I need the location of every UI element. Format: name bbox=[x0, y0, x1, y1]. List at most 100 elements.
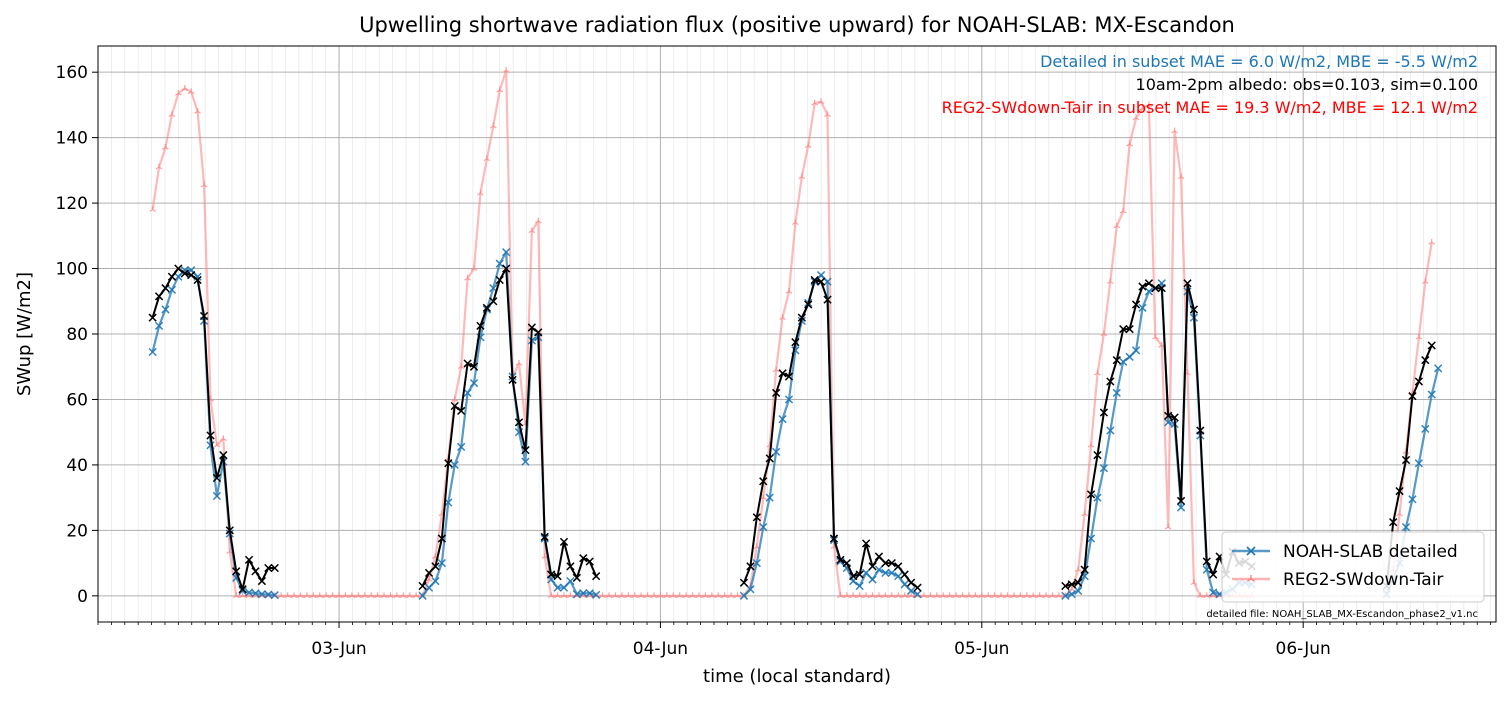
data-point bbox=[495, 259, 504, 268]
data-point bbox=[1414, 459, 1424, 468]
data-point bbox=[837, 592, 844, 599]
data-point bbox=[689, 592, 696, 599]
data-point bbox=[155, 163, 163, 170]
data-point bbox=[412, 592, 420, 599]
data-point bbox=[1125, 324, 1134, 334]
data-point bbox=[714, 592, 722, 599]
data-point bbox=[463, 388, 472, 398]
data-point bbox=[1144, 287, 1154, 296]
data-point bbox=[585, 557, 594, 566]
data-point bbox=[502, 248, 511, 257]
data-point bbox=[348, 592, 356, 599]
data-point bbox=[906, 586, 916, 596]
data-point bbox=[1010, 592, 1018, 599]
data-point bbox=[297, 592, 304, 599]
data-point bbox=[874, 552, 884, 561]
data-point bbox=[888, 592, 896, 599]
data-point bbox=[1086, 534, 1096, 543]
data-point bbox=[933, 592, 941, 599]
data-point bbox=[1125, 352, 1134, 362]
data-point bbox=[187, 88, 195, 95]
data-point bbox=[309, 592, 317, 599]
data-point bbox=[470, 265, 478, 271]
data-point bbox=[495, 275, 504, 285]
data-point bbox=[1139, 104, 1146, 111]
data-point bbox=[257, 576, 267, 586]
data-point bbox=[1151, 284, 1160, 293]
data-point bbox=[1164, 418, 1173, 427]
data-point bbox=[739, 591, 749, 600]
data-point bbox=[515, 359, 523, 366]
data-point bbox=[868, 575, 877, 584]
data-point bbox=[1157, 284, 1166, 293]
data-point bbox=[792, 219, 799, 225]
data-point bbox=[752, 513, 761, 522]
data-point bbox=[856, 592, 864, 599]
data-point bbox=[734, 592, 741, 599]
data-point bbox=[534, 328, 543, 337]
data-point bbox=[965, 592, 973, 599]
data-point bbox=[1202, 557, 1211, 566]
data-point bbox=[367, 592, 375, 599]
data-point bbox=[997, 592, 1005, 599]
data-point bbox=[585, 589, 594, 598]
data-point bbox=[695, 592, 703, 599]
data-point bbox=[631, 592, 639, 599]
data-point bbox=[1099, 464, 1109, 473]
data-point bbox=[418, 591, 427, 600]
data-point bbox=[778, 369, 787, 378]
x-tick-label: 03-Jun bbox=[311, 639, 366, 659]
data-point bbox=[592, 590, 601, 599]
data-point bbox=[251, 589, 260, 598]
data-point bbox=[650, 592, 658, 599]
data-point bbox=[1164, 523, 1172, 530]
data-point bbox=[342, 592, 349, 599]
data-point bbox=[1183, 279, 1192, 288]
data-point bbox=[1421, 278, 1429, 284]
data-point bbox=[1144, 279, 1154, 288]
data-point bbox=[599, 592, 606, 599]
data-point bbox=[457, 406, 466, 416]
data-point bbox=[913, 590, 922, 599]
data-point bbox=[816, 270, 826, 280]
data-point bbox=[354, 592, 362, 599]
data-point bbox=[444, 459, 453, 468]
data-point bbox=[1061, 591, 1070, 600]
data-point bbox=[1049, 592, 1056, 599]
data-point bbox=[855, 570, 864, 579]
data-point bbox=[1209, 570, 1218, 579]
data-point bbox=[489, 122, 497, 129]
data-point bbox=[457, 442, 466, 452]
x-tick-label: 04-Jun bbox=[633, 639, 688, 659]
data-point bbox=[193, 275, 202, 285]
data-point bbox=[900, 570, 909, 579]
annotation-albedo: 10am-2pm albedo: obs=0.103, sim=0.100 bbox=[1136, 75, 1478, 94]
data-point bbox=[1189, 305, 1199, 314]
data-point bbox=[765, 493, 774, 502]
data-point bbox=[881, 558, 890, 568]
data-point bbox=[483, 155, 491, 162]
data-point bbox=[1196, 592, 1204, 599]
data-point bbox=[521, 446, 530, 455]
data-point bbox=[232, 592, 240, 599]
legend-label-noah-slab: NOAH-SLAB detailed bbox=[1283, 542, 1458, 562]
data-point bbox=[437, 558, 447, 568]
data-point bbox=[1401, 455, 1411, 465]
data-point bbox=[149, 206, 156, 212]
data-point bbox=[451, 395, 459, 402]
data-point bbox=[393, 592, 401, 599]
data-point bbox=[180, 269, 189, 278]
data-point bbox=[746, 585, 755, 594]
data-point bbox=[1093, 493, 1102, 502]
data-point bbox=[861, 568, 871, 578]
data-point bbox=[464, 274, 471, 281]
legend-label-reg2: REG2-SWdown-Tair bbox=[1283, 570, 1443, 590]
data-point bbox=[816, 277, 826, 286]
data-point bbox=[489, 297, 498, 306]
data-point bbox=[644, 592, 651, 599]
data-point bbox=[637, 592, 645, 599]
data-point bbox=[824, 111, 831, 117]
data-point bbox=[1170, 413, 1179, 422]
data-point bbox=[1087, 441, 1095, 448]
data-point bbox=[752, 558, 761, 568]
